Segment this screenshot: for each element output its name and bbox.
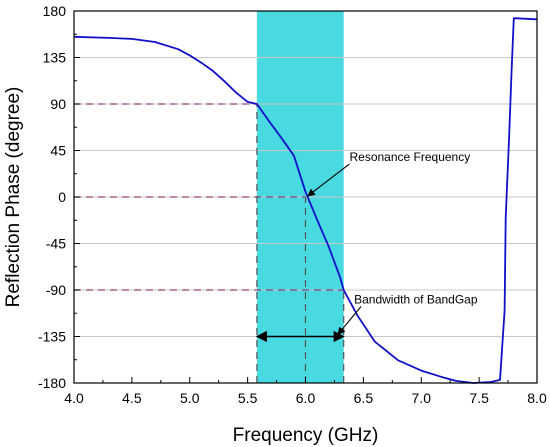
tick-layer: 4.0 4.5 5.0 5.5 6.0 6.5 7.0 7.5 8.0 -180 -135 -90 -4… bbox=[38, 3, 547, 406]
x-tick-label-7: 7.5 bbox=[469, 390, 489, 406]
annotation-label-1: Bandwidth of BandGap bbox=[354, 292, 478, 306]
annotation-arrow-0 bbox=[307, 163, 350, 197]
x-tick-label-5: 6.5 bbox=[354, 390, 374, 406]
x-tick-label-8: 8.0 bbox=[527, 390, 547, 406]
y-tick-label-0: -180 bbox=[38, 375, 66, 391]
y-tick-label-7: 135 bbox=[43, 50, 67, 66]
annotation-layer: Resonance Frequency Bandwidth of BandGap bbox=[255, 150, 478, 343]
y-tick-label-2: -90 bbox=[46, 282, 66, 298]
y-axis-title: Reflection Phase (degree) bbox=[3, 87, 24, 308]
annotation-arrow-1 bbox=[337, 306, 362, 336]
x-tick-label-3: 5.5 bbox=[238, 390, 258, 406]
reference-lines-layer bbox=[74, 103, 345, 383]
x-axis-title: Frequency (GHz) bbox=[233, 425, 379, 446]
x-tick-label-6: 7.0 bbox=[412, 390, 432, 406]
x-tick-label-0: 4.0 bbox=[64, 390, 84, 406]
x-tick-label-1: 4.5 bbox=[122, 390, 142, 406]
series-line-0 bbox=[73, 17, 538, 384]
y-tick-label-3: -45 bbox=[46, 236, 66, 252]
y-tick-label-8: 180 bbox=[43, 3, 67, 19]
annotation-label-0: Resonance Frequency bbox=[349, 150, 470, 164]
series-layer bbox=[73, 17, 538, 384]
x-tick-label-2: 5.0 bbox=[180, 390, 200, 406]
y-tick-label-1: -135 bbox=[38, 329, 66, 345]
y-tick-label-6: 90 bbox=[50, 96, 66, 112]
y-tick-label-5: 45 bbox=[50, 143, 66, 159]
x-tick-label-4: 6.0 bbox=[296, 390, 316, 406]
y-tick-label-4: 0 bbox=[58, 189, 66, 205]
